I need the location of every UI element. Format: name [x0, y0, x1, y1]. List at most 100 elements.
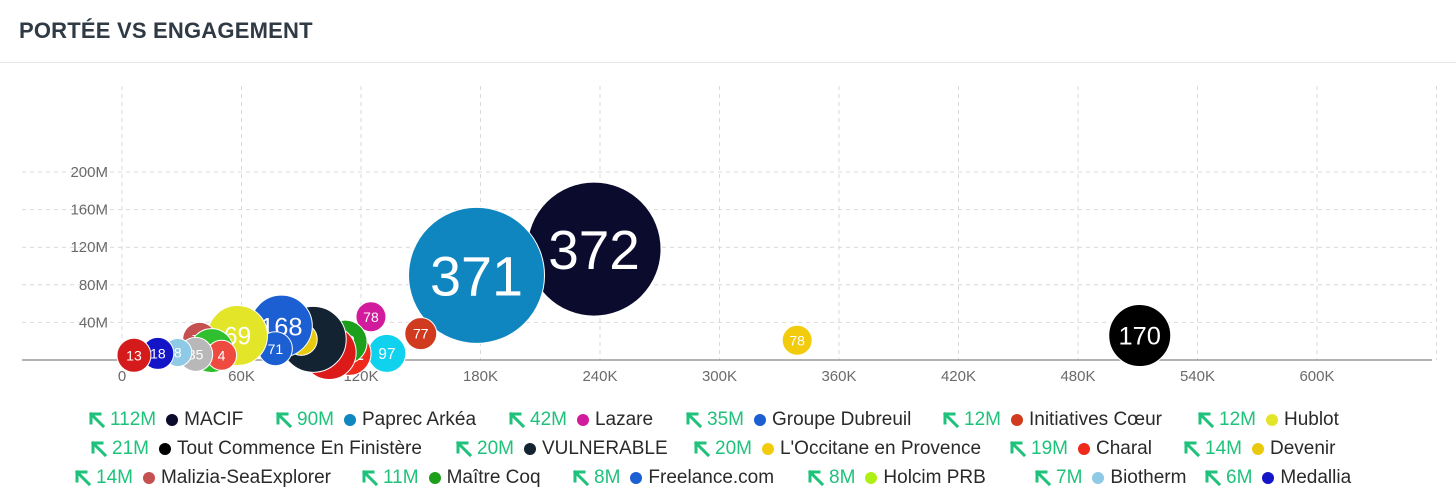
legend-label: L'Occitane en Provence: [779, 438, 982, 459]
bubble-label: 78: [789, 332, 805, 348]
arrow-up-left-icon: [455, 440, 473, 458]
legend-delta: 42M: [530, 409, 567, 430]
legend-dot: [1092, 472, 1105, 484]
legend-item[interactable]: 90M Paprec Arkéa: [275, 406, 476, 434]
legend-label: Paprec Arkéa: [361, 409, 477, 430]
arrow-up-left-icon: [1034, 469, 1052, 487]
x-tick-label: 0: [118, 368, 126, 385]
legend-item[interactable]: 42M Lazare: [508, 406, 653, 434]
arrow-up-left-icon: [361, 469, 379, 487]
arrow-up-left-icon: [90, 440, 108, 458]
legend-dot: [166, 414, 179, 426]
legend-delta: 112M: [110, 409, 157, 430]
bubble-label: 97: [378, 346, 395, 363]
legend-item[interactable]: 19M Charal: [1009, 435, 1152, 463]
legend-delta: 20M: [477, 438, 514, 459]
legend-item[interactable]: 20M VULNERABLE: [455, 435, 668, 463]
y-tick-label: 40M: [79, 314, 108, 331]
bubble-label: 18: [150, 345, 166, 361]
legend-row: 14M Malizia-SeaExplorer 11M Maître Coq 8M Fre…: [0, 464, 1456, 492]
bubble-label: 77: [413, 326, 429, 342]
arrow-up-left-icon: [1183, 440, 1201, 458]
legend-item[interactable]: 8M Freelance.com: [572, 464, 774, 492]
legend-dot: [1251, 443, 1264, 455]
legend-delta: 21M: [112, 438, 149, 459]
bubble-label: 170: [1119, 323, 1161, 351]
arrow-up-left-icon: [1009, 440, 1027, 458]
legend-label: Malizia-SeaExplorer: [160, 467, 331, 488]
bubble-point: [116, 337, 152, 373]
y-tick-label: 80M: [79, 277, 108, 294]
legend-item[interactable]: 14M Devenir: [1183, 435, 1335, 463]
arrow-up-left-icon: [508, 411, 526, 429]
bubble-label: 4: [218, 347, 226, 363]
legend-label: Charal: [1095, 438, 1152, 459]
legend-label: MACIF: [184, 409, 244, 430]
bubble-label: 371: [430, 245, 523, 307]
legend-delta: 20M: [715, 438, 752, 459]
legend-dot: [1262, 472, 1275, 484]
bubble-point: [404, 317, 438, 351]
legend-delta: 14M: [1205, 438, 1242, 459]
chart-header: PORTÉE VS ENGAGEMENT: [0, 0, 1456, 63]
legend-label: Maître Coq: [446, 467, 541, 488]
legend-delta: 11M: [383, 467, 419, 488]
legend-delta: 90M: [297, 409, 334, 430]
bubble-label: 78: [363, 309, 379, 325]
x-tick-label: 480K: [1060, 368, 1095, 385]
legend-dot: [865, 472, 878, 484]
x-tick-label: 240K: [582, 368, 617, 385]
legend-delta: 8M: [594, 467, 621, 488]
legend-label: Freelance.com: [648, 467, 775, 488]
bubble-point: [355, 301, 387, 333]
legend-label: Holcim PRB: [883, 467, 986, 488]
legend-label: Biotherm: [1110, 467, 1187, 488]
legend-dot: [523, 443, 536, 455]
legend-dot: [343, 414, 356, 426]
legend-item[interactable]: 14M Malizia-SeaExplorer: [74, 464, 331, 492]
legend-item[interactable]: 112M MACIF: [88, 406, 243, 434]
legend-label: Groupe Dubreuil: [771, 409, 912, 430]
legend-dot: [158, 443, 171, 455]
arrow-up-left-icon: [1197, 411, 1215, 429]
arrow-up-left-icon: [572, 469, 590, 487]
bubble-label: 71: [268, 341, 284, 357]
legend-label: Initiatives Cœur: [1028, 409, 1162, 430]
arrow-up-left-icon: [685, 411, 703, 429]
x-tick-label: 300K: [702, 368, 737, 385]
legend-row: 21M Tout Commence En Finistère 20M VULNERAB…: [0, 435, 1456, 463]
legend-item[interactable]: 7M Biotherm: [1034, 464, 1186, 492]
legend-delta: 6M: [1226, 467, 1253, 488]
legend-dot: [576, 414, 589, 426]
legend-delta: 35M: [707, 409, 744, 430]
legend-item[interactable]: 6M Medallia: [1204, 464, 1351, 492]
legend-dot: [142, 472, 155, 484]
arrow-up-left-icon: [88, 411, 106, 429]
legend-item[interactable]: 8M Holcim PRB: [807, 464, 986, 492]
legend-delta: 12M: [1219, 409, 1256, 430]
x-tick-label: 540K: [1180, 368, 1215, 385]
legend-item[interactable]: 12M Hublot: [1197, 406, 1339, 434]
legend-item[interactable]: 35M Groupe Dubreuil: [685, 406, 911, 434]
arrow-up-left-icon: [942, 411, 960, 429]
x-tick-label: 180K: [463, 368, 498, 385]
legend-label: Hublot: [1283, 409, 1339, 430]
arrow-up-left-icon: [74, 469, 92, 487]
bubbles: 3723711707877789710118107168716978543581…: [116, 181, 1172, 380]
legend-item[interactable]: 20M L'Occitane en Provence: [693, 435, 981, 463]
y-tick-label: 120M: [70, 239, 108, 256]
bubble-point: [408, 206, 546, 344]
x-tick-label: 420K: [941, 368, 976, 385]
legend-label: VULNERABLE: [541, 438, 668, 459]
legend-delta: 19M: [1031, 438, 1068, 459]
legend-item[interactable]: 12M Initiatives Cœur: [942, 406, 1162, 434]
x-tick-label: 600K: [1299, 368, 1334, 385]
legend-dot: [753, 414, 766, 426]
y-tick-label: 160M: [70, 202, 108, 219]
legend-label: Medallia: [1280, 467, 1352, 488]
legend-row: 112M MACIF 90M Paprec Arkéa 42M Lazare 35M Grou…: [0, 406, 1456, 434]
legend-delta: 8M: [829, 467, 856, 488]
legend-label: Lazare: [594, 409, 654, 430]
legend-item[interactable]: 21M Tout Commence En Finistère: [90, 435, 422, 463]
legend-item[interactable]: 11M Maître Coq: [361, 464, 541, 492]
